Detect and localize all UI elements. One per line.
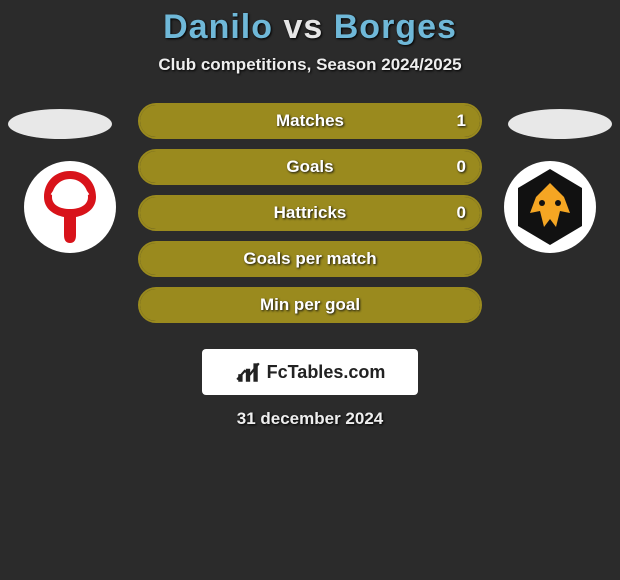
stat-bar-min-per-goal: Min per goal — [138, 287, 482, 323]
vs-label: vs — [283, 8, 323, 46]
comparison-stage: Matches 1 Goals 0 Hattricks 0 Goals per … — [0, 103, 620, 343]
stat-right-value: 0 — [457, 197, 466, 229]
page-title: Danilo vs Borges — [0, 0, 620, 47]
stat-right-value: 0 — [457, 151, 466, 183]
stat-bar-goals-per-match: Goals per match — [138, 241, 482, 277]
club-badge-left — [20, 157, 120, 257]
player2-name: Borges — [334, 8, 457, 46]
stat-right-value: 1 — [457, 105, 466, 137]
stat-bar-hattricks: Hattricks 0 — [138, 195, 482, 231]
brand-text: FcTables.com — [267, 362, 386, 383]
wolves-icon — [500, 157, 600, 257]
club-badge-right — [500, 157, 600, 257]
subtitle: Club competitions, Season 2024/2025 — [0, 55, 620, 75]
stat-bar-matches: Matches 1 — [138, 103, 482, 139]
stat-bars: Matches 1 Goals 0 Hattricks 0 Goals per … — [138, 103, 482, 333]
nottingham-forest-icon — [20, 157, 120, 257]
stat-label: Goals per match — [140, 243, 480, 275]
stat-label: Goals — [140, 151, 480, 183]
bars-chart-icon — [235, 359, 261, 385]
player1-name: Danilo — [163, 8, 273, 46]
player2-ellipse — [508, 109, 612, 139]
stat-bar-goals: Goals 0 — [138, 149, 482, 185]
stat-label: Matches — [140, 105, 480, 137]
date-label: 31 december 2024 — [0, 409, 620, 429]
stat-label: Hattricks — [140, 197, 480, 229]
brand-box[interactable]: FcTables.com — [202, 349, 418, 395]
player1-ellipse — [8, 109, 112, 139]
stat-label: Min per goal — [140, 289, 480, 321]
